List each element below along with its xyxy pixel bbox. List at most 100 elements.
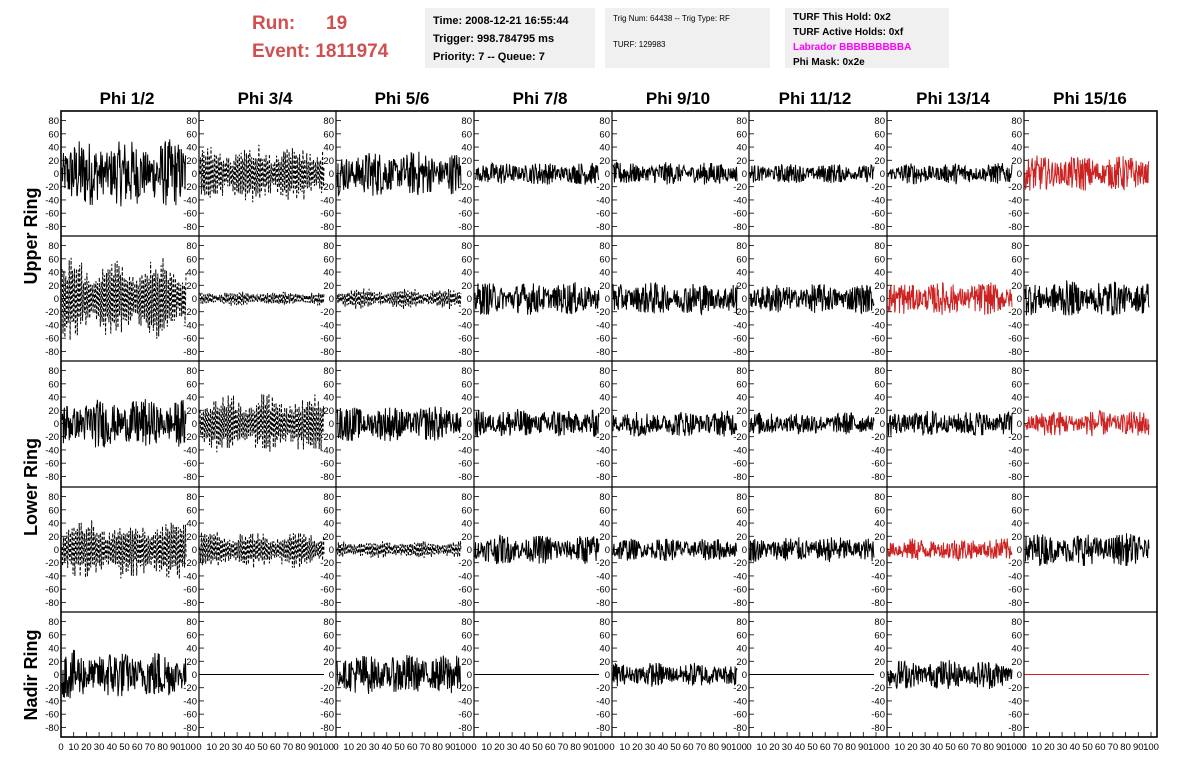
y-tick-label: 80 [736,116,747,127]
y-tick-label: -40 [596,571,610,582]
x-tick-label: 80 [983,742,994,753]
y-tick-label: -40 [320,571,334,582]
waveform-trace [474,282,600,315]
y-tick-label: -20 [320,683,334,694]
y-tick-label: 40 [599,644,610,655]
y-tick-label: 20 [186,532,197,543]
y-tick-label: 20 [736,406,747,417]
x-tick-label: 10 [894,742,905,753]
y-tick-label: 80 [48,492,59,503]
y-tick-label: 60 [323,379,334,390]
y-tick-label: 0 [742,419,747,430]
y-tick-label: 40 [323,519,334,530]
y-tick-label: 60 [48,254,59,265]
y-tick-label: -40 [183,571,197,582]
turf-active-text: TURF Active Holds: 0xf [793,27,904,38]
y-tick-label: -40 [183,696,197,707]
y-tick-label: -20 [458,683,472,694]
y-tick-label: 0 [742,545,747,556]
waveform-trace [61,520,187,579]
run-event-box: Run: 19 Event: 1811974 [252,10,388,66]
x-tick-label: 40 [933,742,944,753]
x-tick-label: 80 [570,742,581,753]
y-tick-label: -40 [1008,445,1022,456]
y-tick-label: -80 [45,598,59,609]
y-tick-label: 40 [461,143,472,154]
y-tick-label: 0 [54,294,59,305]
y-tick-label: 40 [186,519,197,530]
x-tick-label: 20 [356,742,367,753]
x-tick-label: 20 [907,742,918,753]
y-tick-label: 0 [880,169,885,180]
y-tick-label: -80 [733,598,747,609]
y-tick-label: -60 [183,585,197,596]
waveform-trace [336,654,462,695]
y-tick-label: -20 [1008,432,1022,443]
y-tick-label: -60 [45,710,59,721]
event-value: 1811974 [315,41,389,62]
x-tick-label: 60 [820,742,831,753]
column-title: Phi 5/6 [375,89,430,108]
y-tick-label: 40 [736,519,747,530]
x-tick-label: 40 [795,742,806,753]
x-tick-label: 90 [445,742,456,753]
x-tick-label: 60 [132,742,143,753]
y-tick-label: 60 [323,630,334,641]
x-tick-label: 90 [308,742,319,753]
waveform-trace [474,409,600,438]
x-tick-label: 10 [343,742,354,753]
x-tick-label: 20 [769,742,780,753]
y-tick-label: -20 [45,307,59,318]
y-tick-label: 20 [874,657,885,668]
y-tick-label: 20 [48,156,59,167]
run-value: 19 [326,13,348,34]
y-tick-label: 0 [329,419,334,430]
y-tick-label: -20 [733,307,747,318]
y-tick-label: -40 [596,445,610,456]
y-tick-label: -40 [871,571,885,582]
y-tick-label: -80 [320,347,334,358]
x-tick-label: 20 [81,742,92,753]
x-tick-label: 60 [958,742,969,753]
y-tick-label: -60 [596,585,610,596]
y-tick-label: 40 [874,393,885,404]
y-tick-label: -80 [458,222,472,233]
y-tick-label: 0 [192,294,197,305]
y-tick-label: 0 [329,670,334,681]
y-tick-label: -80 [596,598,610,609]
y-tick-label: -20 [458,307,472,318]
y-tick-label: -60 [320,459,334,470]
y-tick-label: 0 [54,545,59,556]
x-tick-label: 100 [731,742,747,753]
y-tick-label: 0 [54,419,59,430]
y-tick-label: -60 [458,209,472,220]
y-tick-label: -20 [183,432,197,443]
y-tick-label: 60 [874,129,885,140]
y-tick-label: 40 [599,143,610,154]
x-tick-label: 70 [971,742,982,753]
y-tick-label: 40 [48,644,59,655]
waveform-trace [887,660,1013,690]
y-tick-label: 20 [48,657,59,668]
waveform-trace [1024,533,1150,567]
x-tick-label: 10 [619,742,630,753]
waveform-trace [749,163,875,184]
y-tick-label: 60 [599,129,610,140]
y-tick-label: -20 [871,683,885,694]
y-tick-label: -80 [1008,347,1022,358]
y-tick-label: 80 [599,116,610,127]
y-tick-label: -80 [183,222,197,233]
y-tick-label: -60 [183,459,197,470]
waveform-trace [612,538,738,562]
y-tick-label: -40 [1008,696,1022,707]
x-tick-label: 100 [593,742,609,753]
y-tick-label: 20 [461,281,472,292]
y-tick-label: -60 [183,334,197,345]
waveform-trace [336,541,462,559]
y-tick-label: -20 [458,182,472,193]
y-tick-label: 20 [874,406,885,417]
y-tick-label: 60 [186,630,197,641]
y-tick-label: -60 [45,334,59,345]
x-tick-label: 50 [807,742,818,753]
